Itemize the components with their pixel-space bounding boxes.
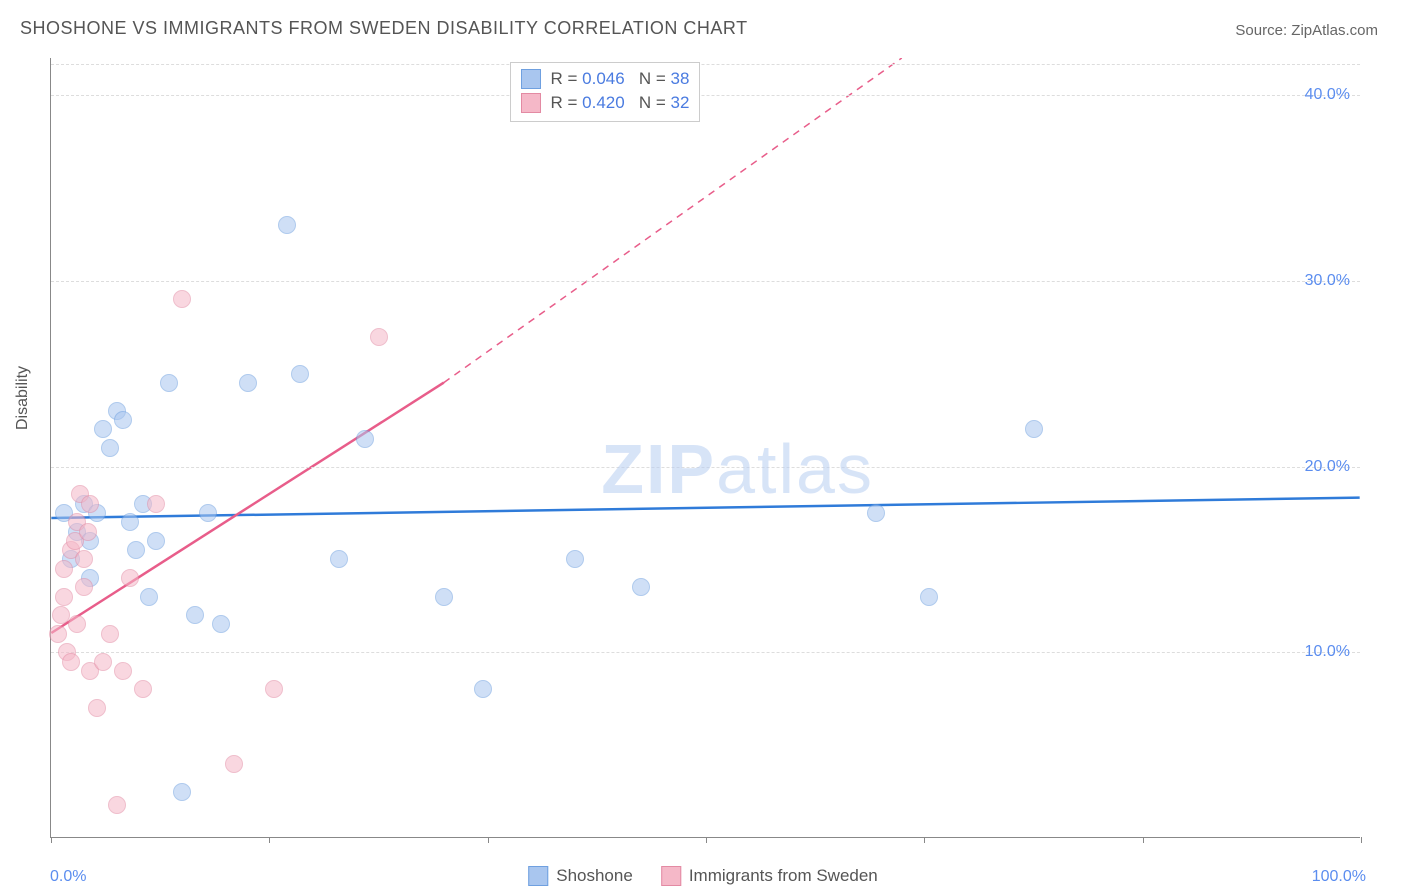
scatter-point <box>173 290 191 308</box>
scatter-point <box>121 513 139 531</box>
scatter-point <box>147 532 165 550</box>
scatter-point <box>291 365 309 383</box>
scatter-point <box>330 550 348 568</box>
scatter-point <box>81 495 99 513</box>
scatter-point <box>140 588 158 606</box>
scatter-point <box>147 495 165 513</box>
stat-legend: R = 0.046 N = 38 R = 0.420 N = 32 <box>510 62 701 122</box>
scatter-point <box>121 569 139 587</box>
scatter-point <box>474 680 492 698</box>
legend-item: Shoshone <box>528 866 633 886</box>
trend-line <box>51 383 443 633</box>
scatter-point <box>101 439 119 457</box>
y-tick-label: 30.0% <box>1305 272 1350 290</box>
x-tick <box>488 837 489 843</box>
gridline-h <box>51 64 1360 65</box>
scatter-point <box>566 550 584 568</box>
chart-title: SHOSHONE VS IMMIGRANTS FROM SWEDEN DISAB… <box>20 18 748 39</box>
source-label: Source: <box>1235 22 1291 39</box>
x-axis-max-label: 100.0% <box>1312 868 1366 886</box>
x-tick <box>51 837 52 843</box>
legend-label: Immigrants from Sweden <box>689 866 878 886</box>
trend-line <box>51 498 1359 518</box>
x-tick <box>1361 837 1362 843</box>
stat-text: R = 0.046 N = 38 <box>551 69 690 89</box>
x-axis-min-label: 0.0% <box>50 868 86 886</box>
scatter-point <box>127 541 145 559</box>
scatter-point <box>867 504 885 522</box>
stat-legend-row: R = 0.046 N = 38 <box>521 67 690 91</box>
scatter-point <box>108 796 126 814</box>
scatter-point <box>212 615 230 633</box>
scatter-point <box>265 680 283 698</box>
x-tick <box>706 837 707 843</box>
gridline-h <box>51 281 1360 282</box>
plot-area: 10.0% 20.0% 30.0% 40.0% ZIPatlas R = 0.046 N … <box>50 58 1360 838</box>
legend-swatch <box>521 93 541 113</box>
y-tick-label: 10.0% <box>1305 643 1350 661</box>
watermark: ZIPatlas <box>601 429 874 509</box>
stat-legend-row: R = 0.420 N = 32 <box>521 91 690 115</box>
scatter-point <box>199 504 217 522</box>
scatter-point <box>62 653 80 671</box>
series-legend: Shoshone Immigrants from Sweden <box>528 866 878 886</box>
legend-label: Shoshone <box>556 866 633 886</box>
gridline-h <box>51 467 1360 468</box>
scatter-point <box>75 578 93 596</box>
scatter-point <box>239 374 257 392</box>
scatter-point <box>88 699 106 717</box>
scatter-point <box>173 783 191 801</box>
x-tick <box>269 837 270 843</box>
y-axis-title: Disability <box>14 366 32 430</box>
x-tick <box>1143 837 1144 843</box>
scatter-point <box>75 550 93 568</box>
scatter-point <box>435 588 453 606</box>
scatter-point <box>55 588 73 606</box>
scatter-point <box>114 662 132 680</box>
scatter-point <box>55 560 73 578</box>
trend-lines-layer <box>51 58 1360 837</box>
scatter-point <box>94 653 112 671</box>
scatter-point <box>278 216 296 234</box>
legend-swatch <box>528 866 548 886</box>
scatter-point <box>101 625 119 643</box>
scatter-point <box>94 420 112 438</box>
scatter-point <box>79 523 97 541</box>
scatter-point <box>160 374 178 392</box>
stat-text: R = 0.420 N = 32 <box>551 93 690 113</box>
source-attribution: Source: ZipAtlas.com <box>1235 22 1378 39</box>
scatter-point <box>632 578 650 596</box>
x-tick <box>924 837 925 843</box>
legend-swatch <box>661 866 681 886</box>
gridline-h <box>51 95 1360 96</box>
scatter-point <box>356 430 374 448</box>
legend-swatch <box>521 69 541 89</box>
gridline-h <box>51 652 1360 653</box>
scatter-point <box>68 615 86 633</box>
scatter-point <box>1025 420 1043 438</box>
scatter-point <box>134 680 152 698</box>
y-tick-label: 20.0% <box>1305 458 1350 476</box>
y-tick-label: 40.0% <box>1305 86 1350 104</box>
scatter-point <box>920 588 938 606</box>
scatter-point <box>186 606 204 624</box>
scatter-point <box>225 755 243 773</box>
source-name: ZipAtlas.com <box>1291 22 1378 39</box>
scatter-point <box>370 328 388 346</box>
scatter-point <box>49 625 67 643</box>
scatter-point <box>114 411 132 429</box>
legend-item: Immigrants from Sweden <box>661 866 878 886</box>
